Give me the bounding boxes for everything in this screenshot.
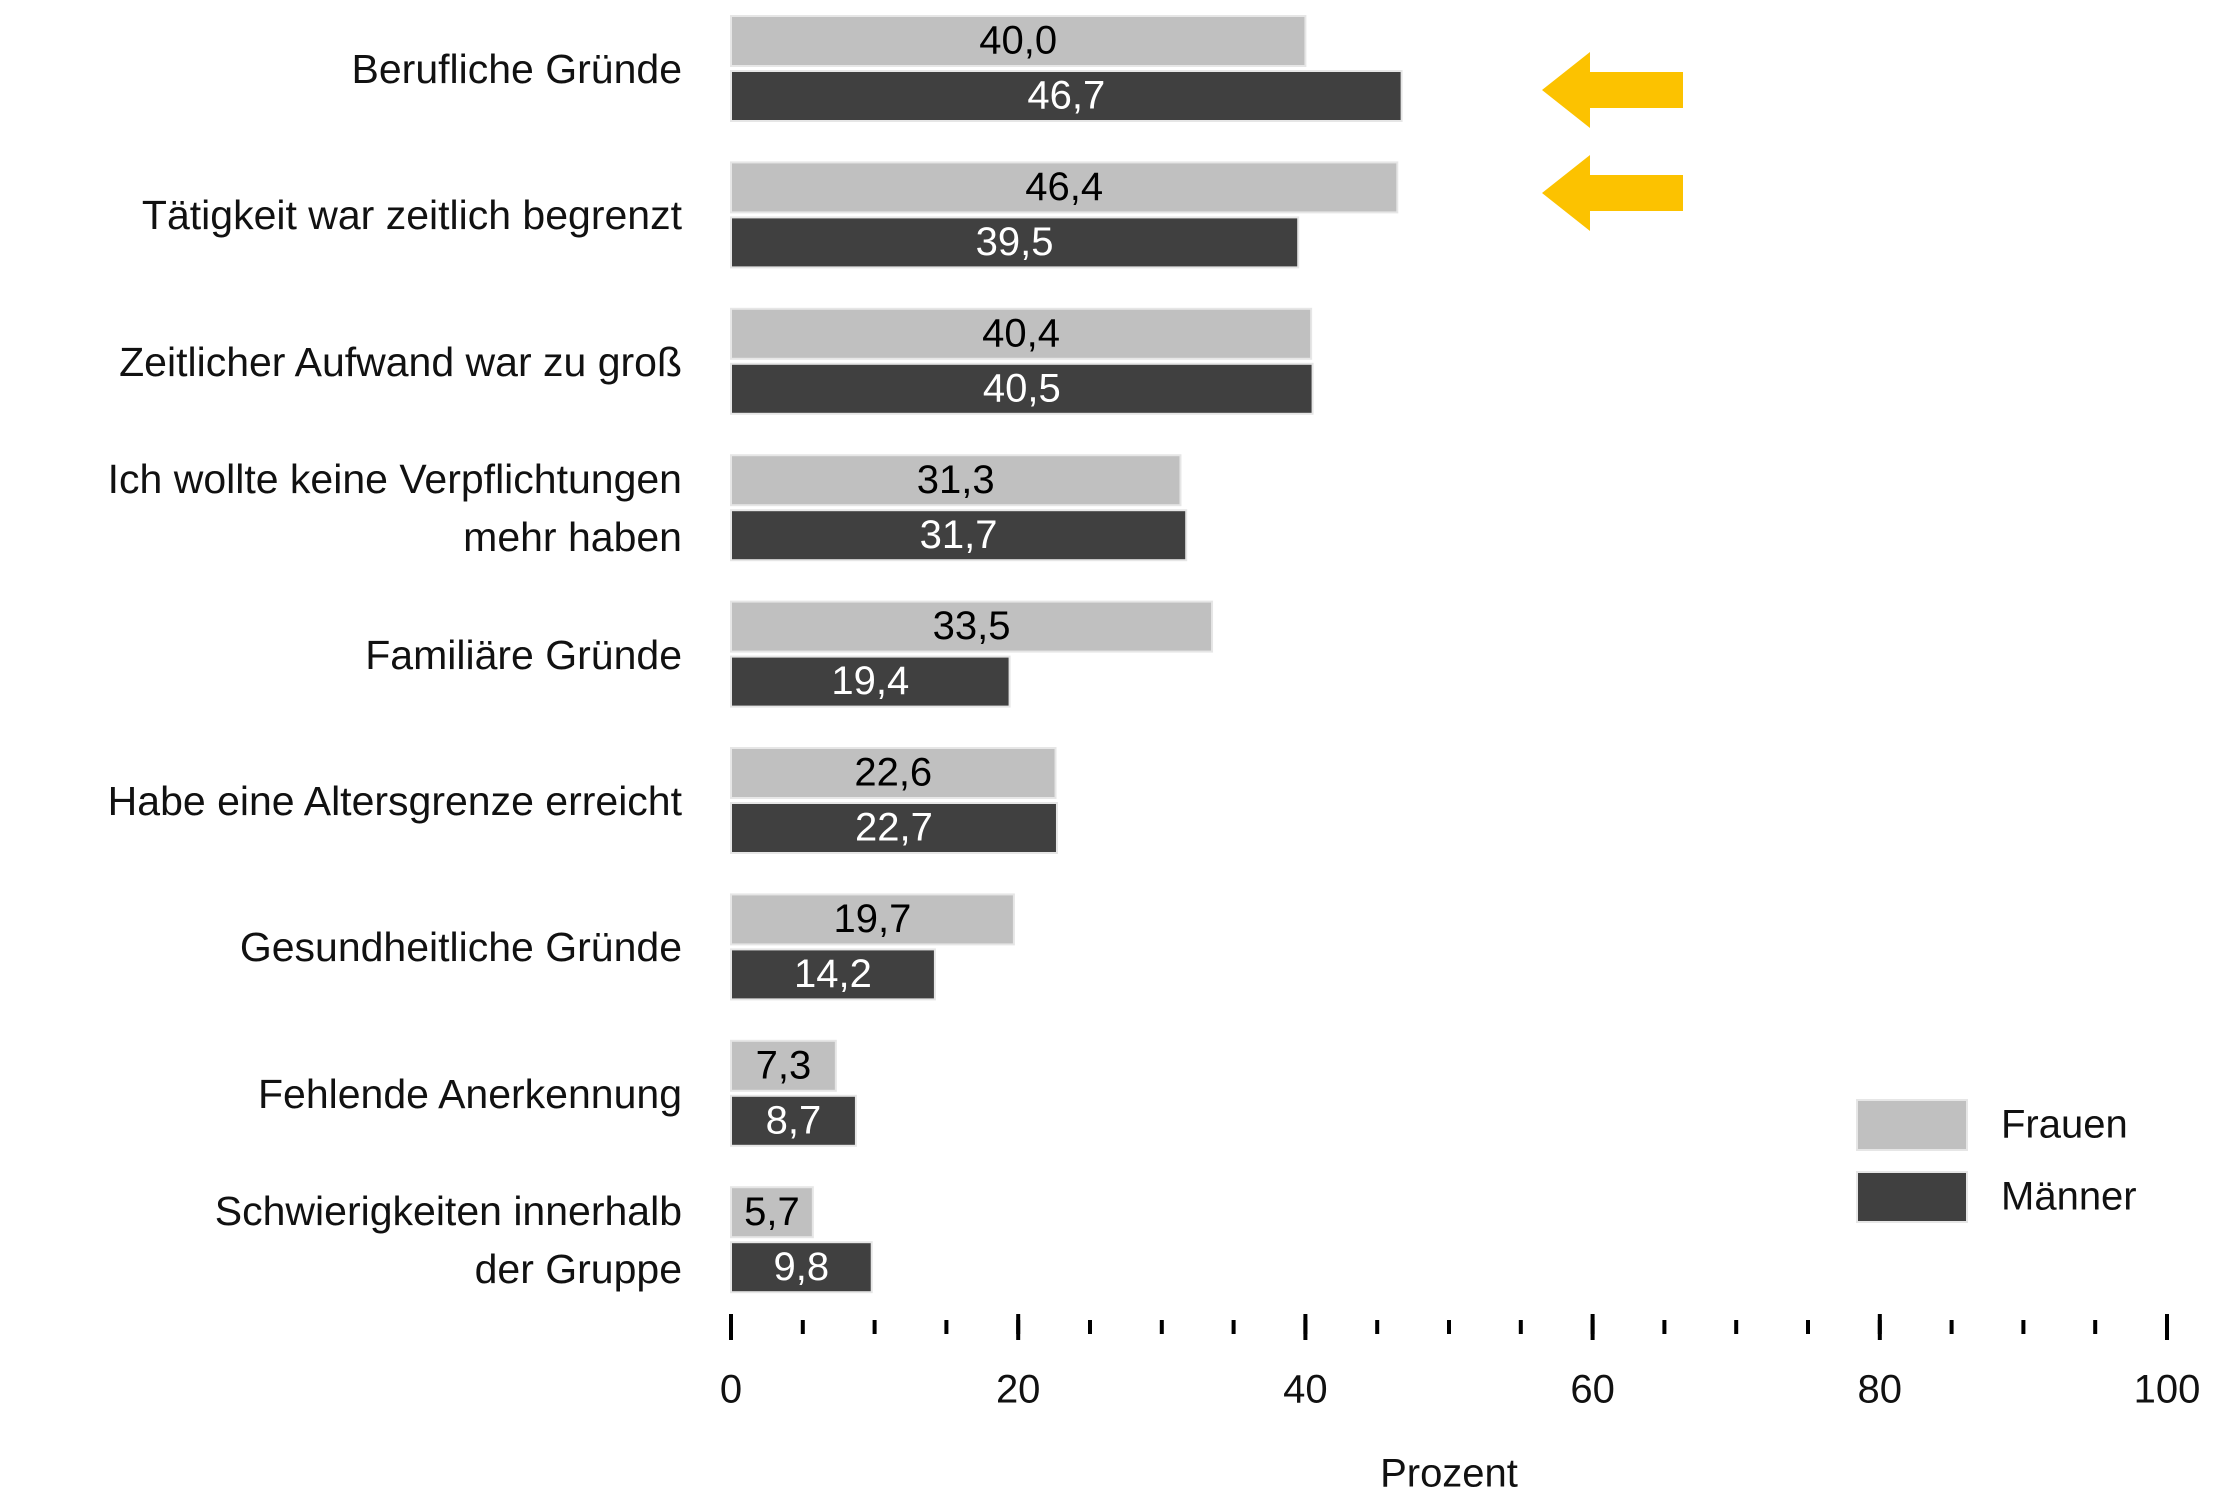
bar xyxy=(730,1039,837,1092)
bar xyxy=(730,161,1399,214)
category-label: Habe eine Altersgrenze erreicht xyxy=(107,778,682,824)
value-label: 19,4 xyxy=(831,659,909,703)
value-label: 39,5 xyxy=(976,220,1054,264)
value-label: 8,7 xyxy=(766,1098,822,1142)
bar xyxy=(730,70,1403,122)
value-label: 46,4 xyxy=(1025,165,1103,209)
legend-label: Männer xyxy=(2001,1175,2137,1219)
x-tick-label: 40 xyxy=(1283,1368,1328,1412)
highlight-arrow xyxy=(1542,52,1683,128)
category-label: Zeitlicher Aufwand war zu groß xyxy=(119,338,682,385)
legend-label: Frauen xyxy=(2001,1103,2128,1147)
value-label: 9,8 xyxy=(774,1245,830,1289)
x-tick-label: 60 xyxy=(1570,1368,1615,1412)
bar xyxy=(730,216,1300,269)
x-tick-label: 100 xyxy=(2134,1368,2201,1412)
category-label: Fehlende Anerkennung xyxy=(257,1070,682,1117)
value-label: 40,0 xyxy=(979,19,1057,63)
category-label: Tätigkeit war zeitlich begrenzt xyxy=(141,192,682,239)
x-tick-label: 0 xyxy=(720,1368,742,1412)
category-label: Ich wollte keine Verpflichtungen mehr ha… xyxy=(107,456,682,561)
value-label: 19,7 xyxy=(834,897,912,941)
value-label: 40,4 xyxy=(982,311,1060,355)
legend-swatch xyxy=(1856,1171,1968,1223)
x-axis-title: Prozent xyxy=(1380,1452,1518,1496)
bar xyxy=(730,948,936,1001)
bar xyxy=(730,802,1058,854)
bar xyxy=(730,454,1182,507)
legend-swatch xyxy=(1856,1099,1968,1151)
value-label: 5,7 xyxy=(744,1190,800,1234)
bar xyxy=(730,893,1015,946)
value-label: 46,7 xyxy=(1027,74,1105,118)
category-label: Familiäre Gründe xyxy=(365,631,682,678)
x-tick-label: 20 xyxy=(996,1368,1041,1412)
category-label: Berufliche Gründe xyxy=(351,46,682,92)
value-label: 31,3 xyxy=(917,458,995,502)
x-tick-label: 80 xyxy=(1858,1368,1903,1412)
value-label: 22,7 xyxy=(855,806,933,850)
category-label: Gesundheitliche Gründe xyxy=(239,924,682,971)
bar xyxy=(730,1241,873,1294)
bar xyxy=(730,509,1188,562)
bar xyxy=(730,307,1313,360)
bar xyxy=(730,600,1214,653)
highlight-arrow xyxy=(1542,155,1683,231)
value-label: 7,3 xyxy=(756,1043,812,1087)
bar xyxy=(730,747,1057,799)
category-label: Schwierigkeiten innerhalb der Gruppe xyxy=(214,1188,682,1293)
bar xyxy=(730,15,1307,67)
value-label: 31,7 xyxy=(920,513,998,557)
bar xyxy=(730,1094,857,1147)
value-label: 22,6 xyxy=(854,751,932,795)
value-label: 14,2 xyxy=(794,952,872,996)
value-label: 33,5 xyxy=(933,604,1011,648)
bar xyxy=(730,362,1314,415)
bar xyxy=(730,655,1011,708)
bar xyxy=(730,1186,814,1239)
value-label: 40,5 xyxy=(983,366,1061,410)
